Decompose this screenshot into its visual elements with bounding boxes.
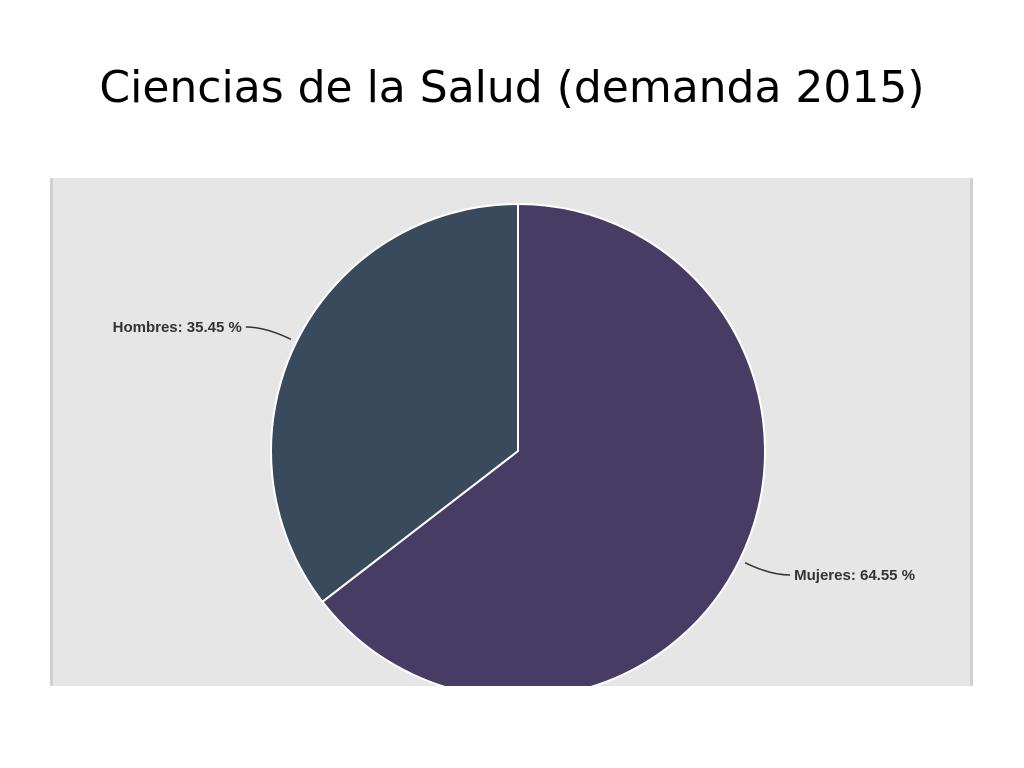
slide-title: Ciencias de la Salud (demanda 2015) xyxy=(99,62,925,113)
slice-label-hombres: Hombres: 35.45 % xyxy=(113,319,242,336)
pie-slice-hombres xyxy=(270,203,519,603)
chart-panel: Mujeres: 64.55 % Hombres: 35.45 % xyxy=(50,178,973,686)
slice-label-mujeres: Mujeres: 64.55 % xyxy=(794,567,915,584)
label-connector-hombres xyxy=(245,326,292,341)
pie-chart: Mujeres: 64.55 % Hombres: 35.45 % xyxy=(113,203,915,686)
label-connector-mujeres xyxy=(744,561,791,576)
pie-slice-mujeres xyxy=(321,203,766,686)
